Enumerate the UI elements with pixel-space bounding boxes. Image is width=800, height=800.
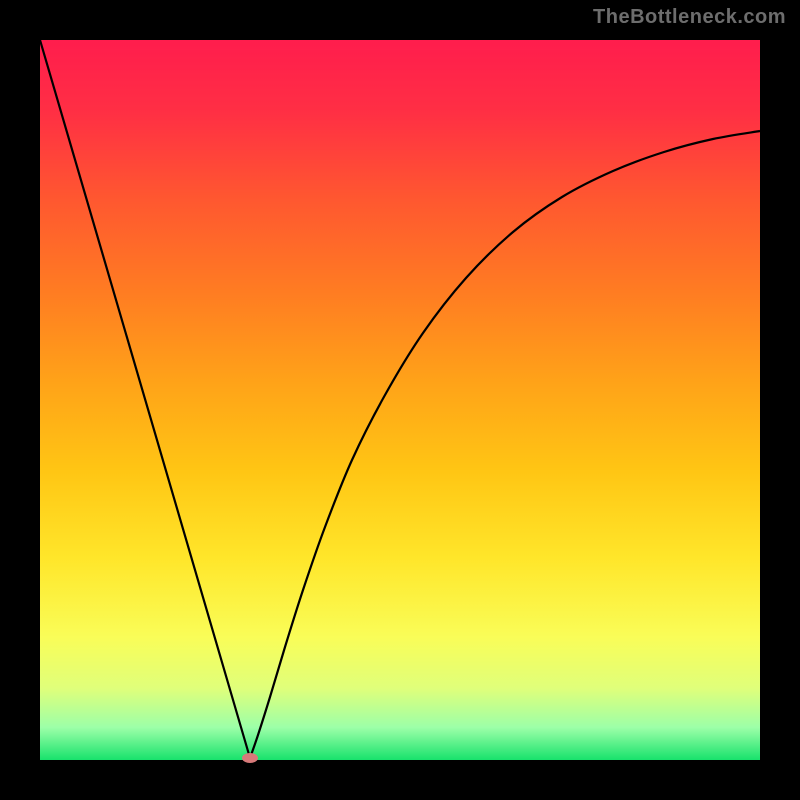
optimal-point-marker — [242, 753, 258, 763]
plot-area — [40, 40, 760, 760]
watermark-text: TheBottleneck.com — [593, 6, 786, 29]
bottleneck-chart — [0, 0, 800, 800]
chart-stage: TheBottleneck.com — [0, 0, 800, 800]
